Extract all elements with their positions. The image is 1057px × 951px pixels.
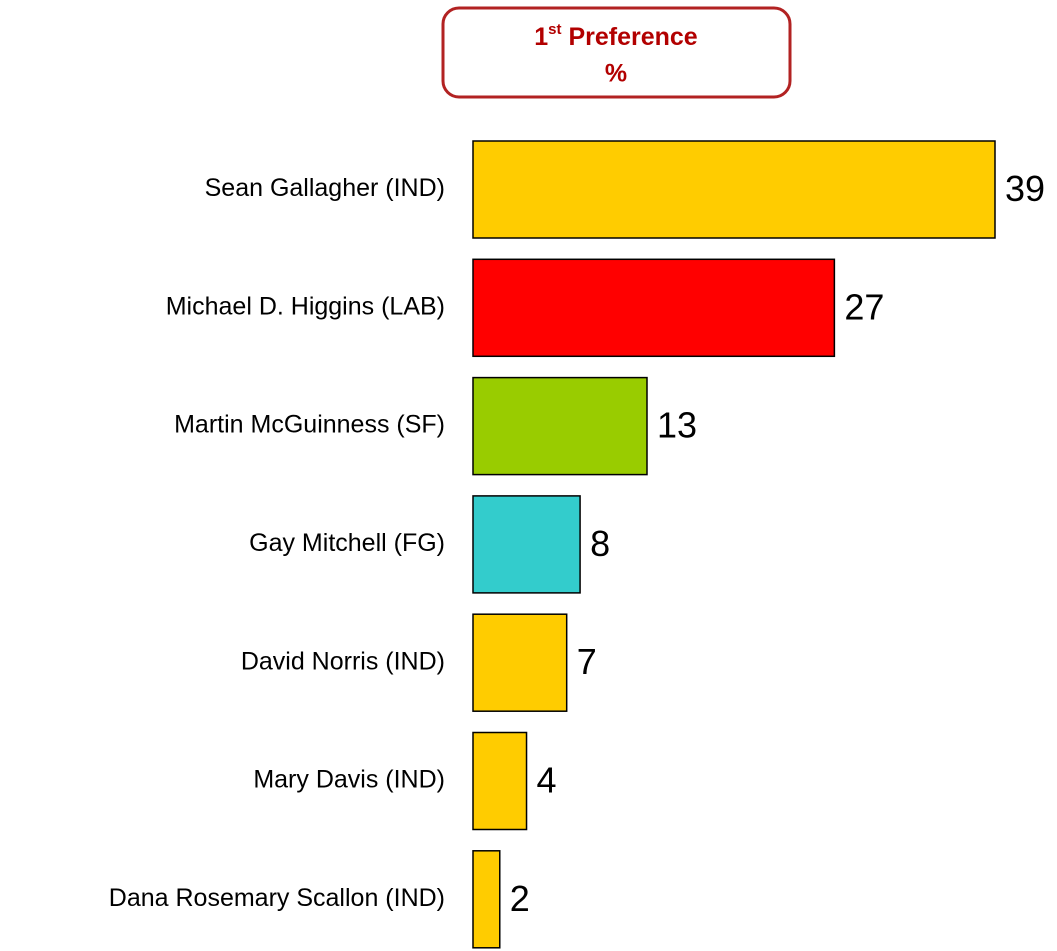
value-label: 39 <box>1005 168 1045 209</box>
title-number: 1 <box>534 23 548 51</box>
bar <box>472 850 501 949</box>
value-label: 2 <box>510 878 530 919</box>
category-label: Martin McGuinness (SF) <box>174 411 445 439</box>
category-label: Michael D. Higgins (LAB) <box>166 292 445 320</box>
bar <box>472 613 568 712</box>
title-suffix: st <box>548 21 561 38</box>
category-label: David Norris (IND) <box>241 647 445 675</box>
bar <box>472 495 581 594</box>
title-text: Preference <box>562 23 698 51</box>
bar <box>472 258 836 358</box>
bar <box>472 140 996 239</box>
category-label: Dana Rosemary Scallon (IND) <box>109 884 445 912</box>
bar <box>472 731 528 831</box>
bar <box>472 376 648 476</box>
title-box <box>441 6 792 99</box>
category-label: Sean Gallagher (IND) <box>205 174 445 202</box>
value-label: 13 <box>657 405 697 446</box>
title-unit: % <box>605 60 627 88</box>
value-label: 27 <box>844 286 884 327</box>
chart-title: 1st Preference <box>534 21 698 51</box>
category-label: Mary Davis (IND) <box>253 766 445 794</box>
value-label: 7 <box>577 641 597 682</box>
category-label: Gay Mitchell (FG) <box>249 529 445 557</box>
value-label: 4 <box>537 760 557 801</box>
value-label: 8 <box>590 523 610 564</box>
